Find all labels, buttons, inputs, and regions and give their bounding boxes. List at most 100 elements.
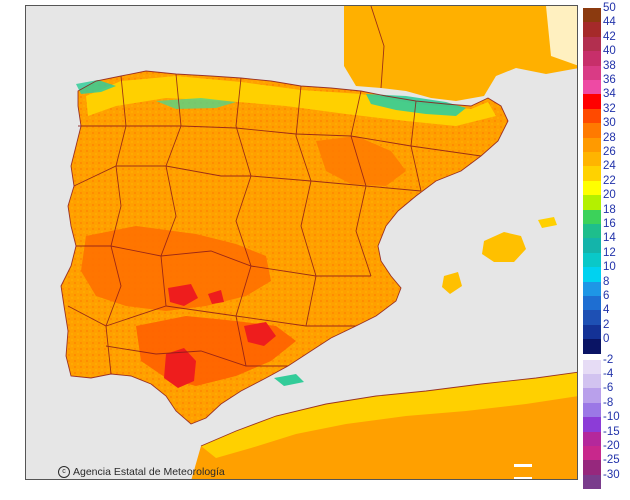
legend-item: 40: [583, 45, 630, 66]
legend-label: 50: [603, 2, 616, 14]
legend-label: 24: [603, 160, 616, 173]
legend-swatch: [583, 137, 601, 152]
legend-swatch: [583, 8, 601, 23]
legend-swatch: [583, 224, 601, 239]
legend-label: 40: [603, 45, 616, 58]
legend-item: 32: [583, 103, 630, 124]
legend-label: -20: [603, 440, 620, 452]
legend-label: 22: [603, 174, 616, 187]
legend-item: 4: [583, 304, 630, 325]
legend-swatch: [583, 209, 601, 224]
legend-swatch: [583, 446, 601, 461]
legend-item: 12: [583, 247, 630, 268]
legend-swatch: [583, 94, 601, 109]
legend-label: 36: [603, 74, 616, 86]
legend-label: -25: [603, 454, 620, 467]
legend-swatch: [583, 123, 601, 138]
legend-item: 38: [583, 60, 630, 80]
legend-item: -6: [583, 382, 630, 403]
province-borders: [60, 6, 577, 447]
cordoba-hottest-spot: [244, 322, 276, 346]
guadiana-hot-zone: [81, 226, 271, 311]
legend-swatch: [583, 374, 601, 389]
ebro-hot-zone: [316, 136, 406, 186]
legend-swatch: [583, 431, 601, 446]
legend-item: 50: [583, 2, 630, 23]
france-top-right-pale: [546, 6, 577, 66]
legend-label: 20: [603, 189, 616, 202]
legend-label: 44: [603, 16, 616, 29]
legend-label: 6: [603, 290, 610, 302]
legend-item: -8: [583, 397, 630, 418]
legend-item: 28: [583, 132, 630, 152]
legend-item: -10: [583, 411, 630, 432]
legend-swatch: [583, 180, 601, 196]
legend-label: 14: [603, 232, 616, 245]
legend-item: 10: [583, 261, 630, 282]
legend-swatch: [583, 402, 601, 418]
legend-swatch: [583, 417, 601, 432]
legend-item: 30: [583, 117, 630, 138]
legend-swatch: [583, 166, 601, 181]
legend-swatch: [583, 474, 601, 490]
legend-label: 18: [603, 203, 616, 216]
legend-label: 16: [603, 218, 616, 230]
legend-label: -4: [603, 368, 614, 380]
legend-swatch: [583, 51, 601, 66]
legend-label: 12: [603, 246, 616, 259]
legend-swatch: [583, 108, 601, 124]
legend-item: -2: [583, 354, 630, 374]
almaden-hot-spot: [208, 290, 224, 304]
cantabrian-cool-band: [76, 80, 116, 94]
legend-item: 20: [583, 189, 630, 210]
aemet-logo-mark-icon: [514, 463, 532, 479]
legend-item: -4: [583, 368, 630, 389]
legend-label: -30: [603, 468, 620, 481]
credit-label: Agencia Estatal de Meteorología: [73, 466, 225, 478]
legend-label: 38: [603, 59, 616, 72]
legend-item: 2: [583, 319, 630, 340]
legend-item: -25: [583, 454, 630, 475]
legend-item: 14: [583, 232, 630, 253]
cantabrian-cool-band-2: [156, 98, 236, 109]
sierra-nevada-cool: [274, 374, 304, 386]
france-landmass: [344, 6, 577, 101]
temperature-legend: 50 44 42 40 38 36 34 32 30 28 26 24 22 20 18 16 14 12 10 8 6…: [583, 2, 630, 490]
legend-item: 6: [583, 290, 630, 311]
legend-item: 22: [583, 175, 630, 196]
legend-swatch: [583, 267, 601, 282]
north-coast-mild-band: [86, 76, 496, 126]
legend-item: -30: [583, 469, 630, 490]
legend-label: 8: [603, 275, 610, 288]
legend-label: 10: [603, 261, 616, 274]
legend-item: 26: [583, 146, 630, 167]
legend-label: -10: [603, 411, 620, 424]
badajoz-hottest-spot: [168, 284, 198, 306]
legend-swatch: [583, 238, 601, 253]
legend-label: -6: [603, 382, 614, 395]
copyright-icon: c: [58, 466, 70, 479]
menorca-island: [538, 217, 557, 228]
legend-label: 32: [603, 102, 616, 115]
seville-hottest-spot: [164, 348, 196, 388]
legend-label: -15: [603, 425, 620, 438]
legend-swatch: [583, 36, 601, 52]
legend-swatch: [583, 80, 601, 95]
north-africa-mild-band: [201, 372, 577, 458]
mallorca-island: [482, 232, 526, 262]
legend-item: 44: [583, 16, 630, 37]
legend-swatch: [583, 388, 601, 403]
legend-swatch: [583, 324, 601, 340]
map-canvas: [60, 6, 577, 479]
legend-label: 2: [603, 318, 610, 331]
legend-swatch: [583, 460, 601, 475]
legend-swatch: [583, 22, 601, 37]
legend-label: 34: [603, 88, 616, 101]
legend-swatch: [583, 359, 601, 374]
credit-text: c Agencia Estatal de Meteorología: [58, 466, 225, 479]
legend-label: 42: [603, 30, 616, 43]
legend-swatch: [583, 281, 601, 296]
legend-label: 30: [603, 117, 616, 130]
aemet-logo: aemet: [514, 461, 577, 479]
